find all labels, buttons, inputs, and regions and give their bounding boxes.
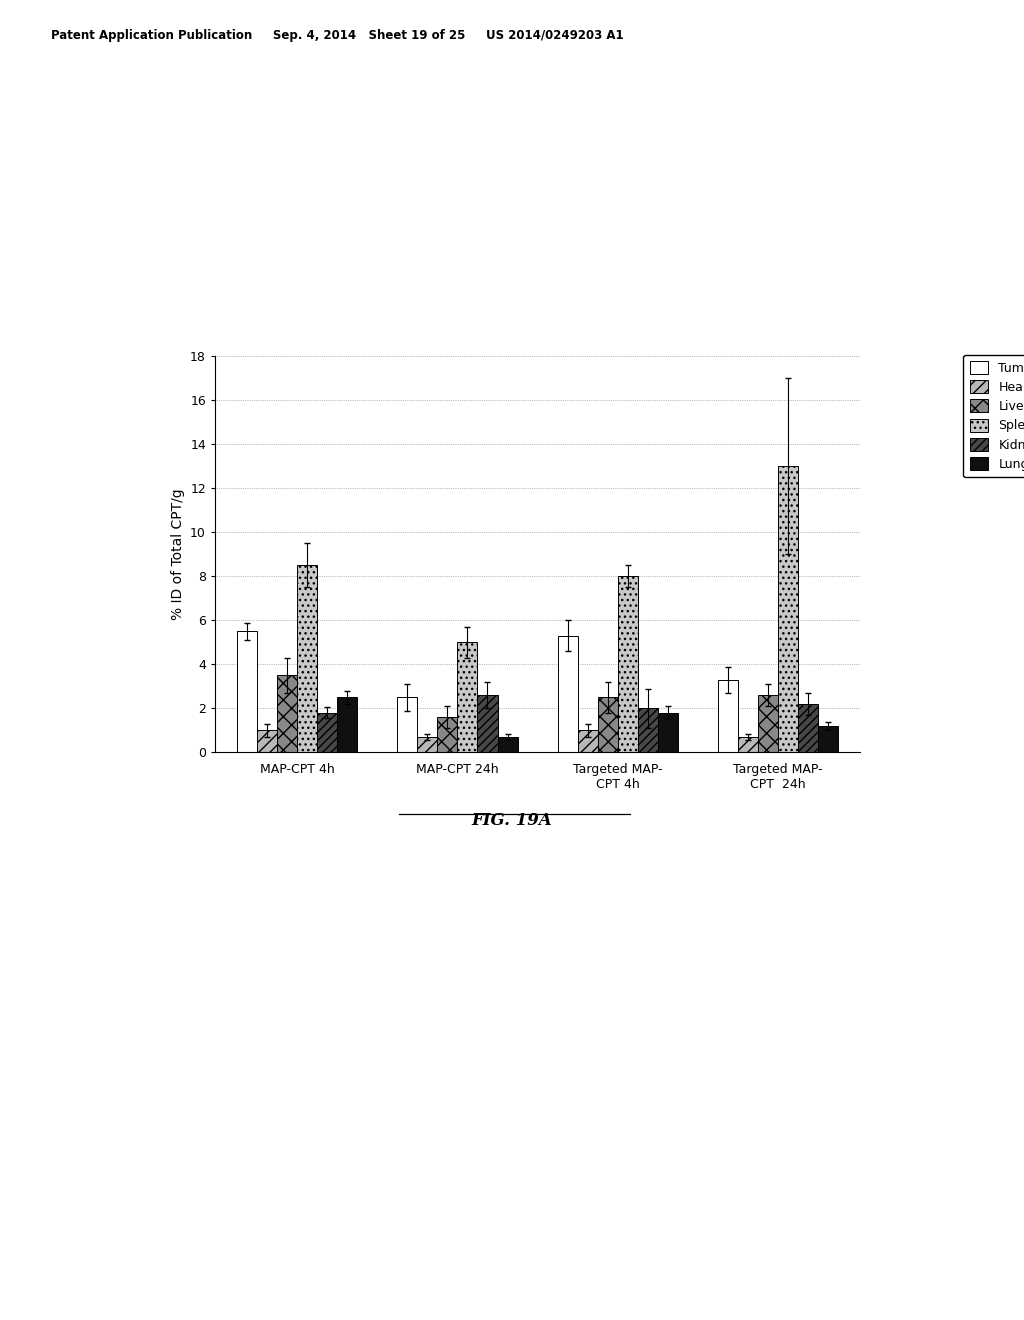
Bar — [237, 631, 257, 752]
Bar — [657, 713, 678, 752]
Bar — [738, 737, 758, 752]
Bar — [798, 704, 818, 752]
Y-axis label: % ID of Total CPT/g: % ID of Total CPT/g — [171, 488, 184, 620]
Bar — [718, 680, 738, 752]
Bar — [477, 696, 498, 752]
Bar — [297, 565, 317, 752]
Bar — [498, 737, 517, 752]
Bar — [598, 697, 617, 752]
Bar — [278, 676, 297, 752]
Bar — [778, 466, 798, 752]
Bar — [617, 577, 638, 752]
Bar — [317, 713, 337, 752]
Bar — [397, 697, 418, 752]
Bar — [418, 737, 437, 752]
Bar — [337, 697, 357, 752]
Bar — [437, 717, 458, 752]
Text: Patent Application Publication     Sep. 4, 2014   Sheet 19 of 25     US 2014/024: Patent Application Publication Sep. 4, 2… — [51, 29, 624, 42]
Bar — [458, 643, 477, 752]
Bar — [257, 730, 278, 752]
Text: FIG. 19A: FIG. 19A — [472, 812, 552, 829]
Legend: Tumor, Heart, Liver, Spleen, Kidney, Lung: Tumor, Heart, Liver, Spleen, Kidney, Lun… — [964, 355, 1024, 477]
Bar — [758, 696, 778, 752]
Bar — [818, 726, 839, 752]
Bar — [558, 636, 578, 752]
Bar — [638, 709, 657, 752]
Bar — [578, 730, 598, 752]
